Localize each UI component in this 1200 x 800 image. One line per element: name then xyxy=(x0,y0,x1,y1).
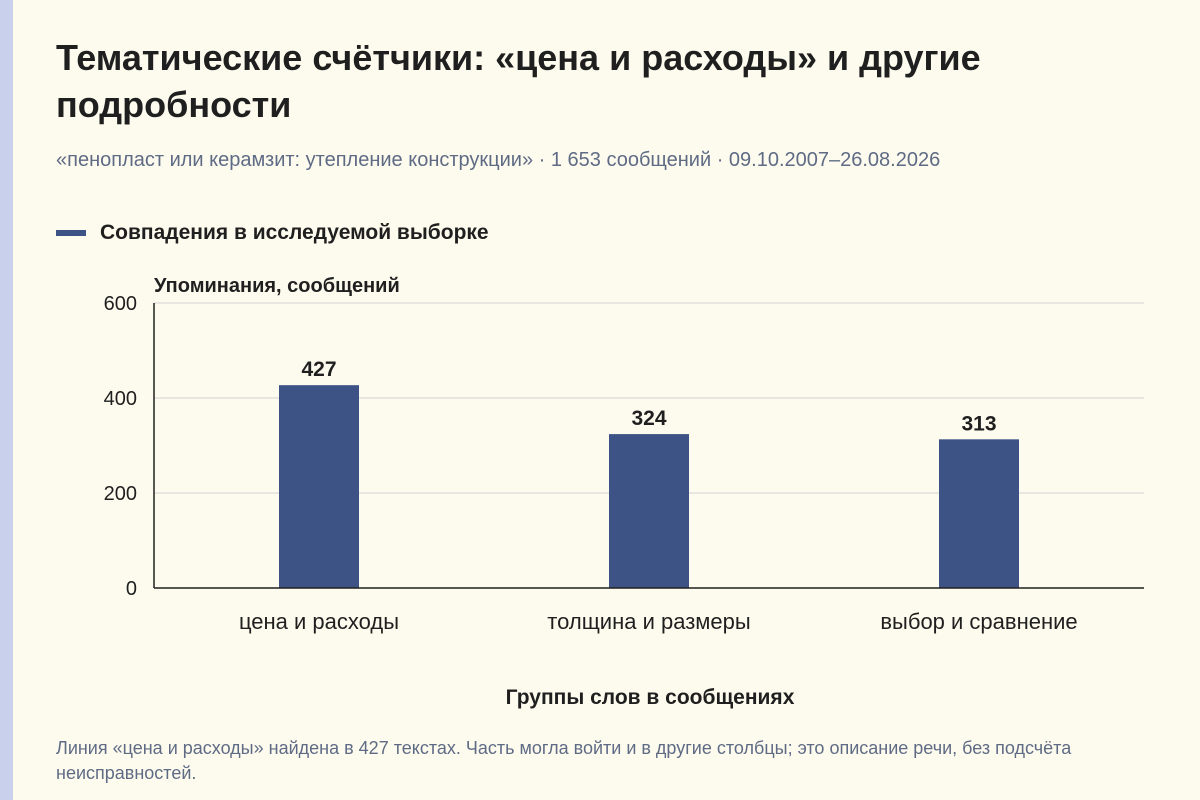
y-tick-label: 0 xyxy=(126,578,137,600)
bar-chart: 0 200 400 600 Упоминания, сообщений 427 цена и… xyxy=(104,275,1144,634)
bar xyxy=(939,439,1019,588)
x-tick-label: толщина и размеры xyxy=(547,609,750,634)
bar xyxy=(279,385,359,588)
y-tick-label: 400 xyxy=(104,388,137,410)
bar xyxy=(609,434,689,588)
y-tick-label: 200 xyxy=(104,483,137,505)
bar-value-label: 313 xyxy=(961,412,996,435)
accent-bar xyxy=(0,0,13,800)
legend: Совпадения в исследуемой выборке xyxy=(56,218,489,248)
x-tick-label: выбор и сравнение xyxy=(880,609,1077,634)
page-title: Тематические счётчики: «цена и расходы» … xyxy=(56,37,981,125)
bar-value-label: 427 xyxy=(301,358,336,381)
x-tick-label: цена и расходы xyxy=(239,609,399,634)
y-axis-title: Упоминания, сообщений xyxy=(154,275,400,297)
y-tick-label: 600 xyxy=(104,293,137,315)
bar-value-label: 324 xyxy=(631,407,666,430)
legend-swatch xyxy=(56,230,86,236)
page-subtitle: «пенопласт или керамзит: утепление конст… xyxy=(56,149,941,171)
x-axis-label: Группы слов в сообщениях xyxy=(505,686,795,709)
footnote: Линия «цена и расходы» найдена в 427 тек… xyxy=(56,738,1072,783)
legend-label: Совпадения в исследуемой выборке xyxy=(100,221,489,244)
